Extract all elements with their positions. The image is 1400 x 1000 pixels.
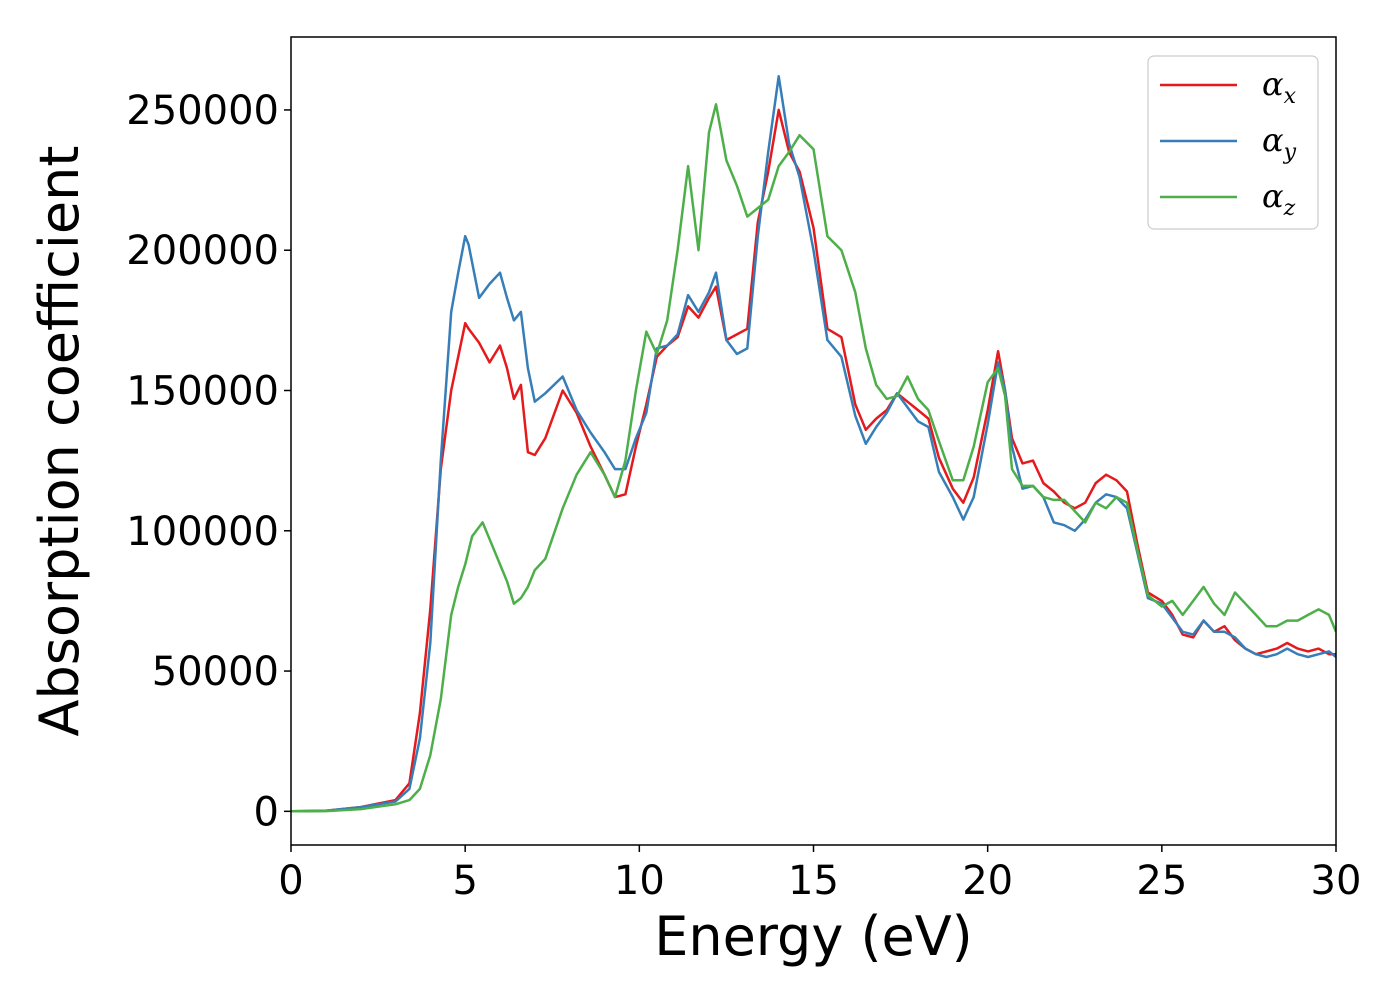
y-tick-label: 50000 <box>152 649 279 695</box>
y-tick-label: 100000 <box>126 509 279 555</box>
x-tick-label: 0 <box>278 858 303 904</box>
series-layer <box>291 75 1336 813</box>
y-tick-label: 0 <box>254 789 279 835</box>
x-tick-label: 5 <box>452 858 477 904</box>
y-tick-label: 150000 <box>126 369 279 415</box>
y-tick-label: 250000 <box>126 88 279 134</box>
x-tick-label: 10 <box>614 858 665 904</box>
x-tick-label: 15 <box>788 858 839 904</box>
series-line-z <box>291 103 1336 813</box>
y-axis-label: Absorption coefficient <box>28 146 91 737</box>
x-tick-label: 25 <box>1136 858 1187 904</box>
x-axis-label: Energy (eV) <box>654 905 973 968</box>
series-line-y <box>291 75 1336 813</box>
legend-box <box>1147 55 1319 230</box>
x-tick-label: 30 <box>1311 858 1362 904</box>
x-axis: 0 5 10 15 20 25 30 <box>278 845 1361 904</box>
y-axis: 0 50000 100000 150000 200000 250000 <box>126 88 291 835</box>
y-tick-label: 200000 <box>126 228 279 274</box>
x-tick-label: 20 <box>962 858 1013 904</box>
